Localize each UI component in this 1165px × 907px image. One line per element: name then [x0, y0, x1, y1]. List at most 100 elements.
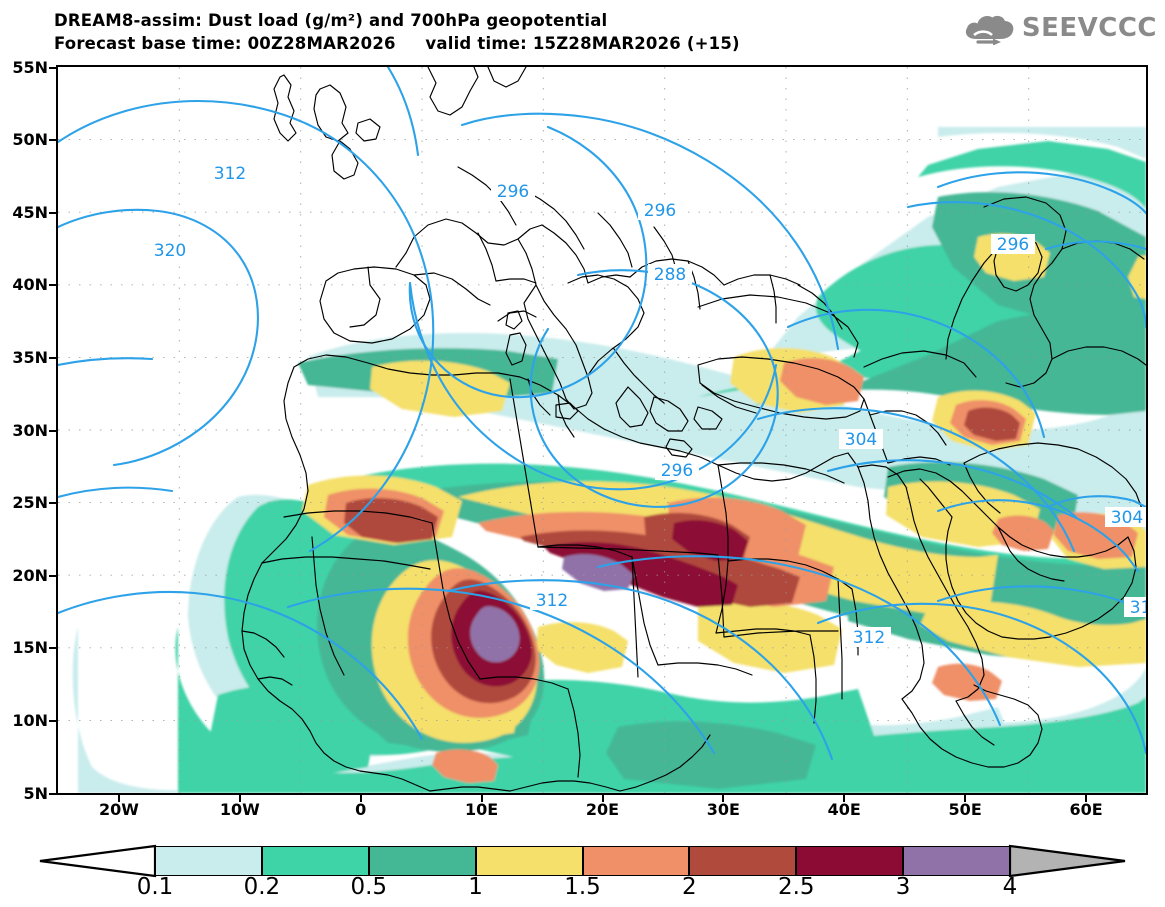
x-axis-tick-label: 20W — [98, 800, 139, 819]
y-axis-tick — [49, 429, 56, 432]
colorbar-tick-label: 0.2 — [243, 874, 281, 900]
map-plot-area[interactable]: 31232029629628829629630304304312312312 — [56, 65, 1148, 795]
contour-label: 312 — [847, 627, 891, 648]
y-axis-tick — [49, 356, 56, 359]
y-axis-tick-label: 45N — [12, 202, 48, 222]
colorbar-over-arrow — [1008, 844, 1126, 878]
y-axis-tick — [49, 574, 56, 577]
contour-label: 304 — [839, 429, 883, 450]
y-axis-tick-label: 55N — [12, 57, 48, 77]
cloud-wind-icon — [965, 15, 1014, 45]
svg-text:304: 304 — [1111, 508, 1143, 528]
chart-header: DREAM8-assim: Dust load (g/m²) and 700hP… — [0, 0, 1165, 62]
colorbar-tick-label: 0.1 — [136, 874, 174, 900]
x-axis-tick — [359, 795, 362, 802]
geopotential-contours — [58, 67, 1146, 761]
colorbar-band[interactable] — [475, 846, 583, 876]
contour-label: 296 — [491, 181, 535, 202]
dust-load-map: 31232029629628829629630304304312312312 — [58, 67, 1146, 793]
contour-label: 320 — [148, 240, 192, 261]
svg-text:288: 288 — [654, 265, 686, 285]
y-axis-tick-label: 40N — [12, 275, 48, 295]
colorbar-band[interactable] — [582, 846, 690, 876]
forecast-time-line: Forecast base time: 00Z28MAR2026 valid t… — [54, 34, 740, 53]
colorbar-band[interactable] — [689, 846, 797, 876]
y-axis-tick — [49, 284, 56, 287]
x-axis-tick-label: 30E — [706, 800, 740, 819]
y-axis-tick-label: 35N — [12, 347, 48, 367]
y-axis-tick — [49, 211, 56, 214]
colorbar-band[interactable] — [796, 846, 904, 876]
colorbar-band[interactable] — [903, 846, 1010, 876]
x-axis-tick-label: 10E — [465, 800, 499, 819]
colorbar-band[interactable] — [368, 846, 476, 876]
x-axis-tick — [238, 795, 241, 802]
x-axis-tick — [1085, 795, 1088, 802]
contour-label: 312 — [1124, 597, 1146, 618]
contour-label: 312 — [208, 163, 252, 184]
wind-arrow-head — [992, 38, 1001, 45]
x-axis-tick-label: 60E — [1069, 800, 1103, 819]
colorbar-tick-labels: 0.1 0.2 0.5 1 1.5 2 2.5 3 4 — [0, 874, 1165, 904]
svg-text:320: 320 — [154, 241, 186, 261]
svg-text:296: 296 — [661, 461, 693, 481]
y-axis-tick — [49, 719, 56, 722]
y-axis-tick-label: 10N — [12, 710, 48, 730]
colorbar-tick-label: 2 — [682, 874, 697, 900]
y-axis-tick-label: 20N — [12, 565, 48, 585]
colorbar-band[interactable] — [261, 846, 369, 876]
colorbar-tick-label: 1.5 — [564, 874, 601, 900]
svg-text:296: 296 — [644, 201, 676, 221]
colorbar-band[interactable] — [155, 846, 262, 876]
contour-label: 312 — [530, 590, 574, 611]
svg-text:304: 304 — [845, 430, 877, 450]
y-axis-tick-label: 30N — [12, 420, 48, 440]
x-axis-tick-label: 50E — [948, 800, 982, 819]
x-axis-tick — [964, 795, 967, 802]
colorbar-tick-label: 4 — [1002, 874, 1018, 900]
y-axis-tick-label: 15N — [12, 638, 48, 658]
svg-text:312: 312 — [853, 628, 885, 648]
contour-label: 296 — [991, 234, 1035, 255]
svg-text:312: 312 — [1130, 598, 1146, 618]
contour-label: 304 — [1105, 507, 1146, 528]
colorbar-under-arrow — [39, 844, 157, 878]
x-axis-tick-label: 20E — [585, 800, 620, 819]
y-axis-tick — [49, 66, 56, 69]
x-axis-tick — [117, 795, 120, 802]
contour-label: 296 — [655, 460, 699, 481]
logo-text: SEEVCCC — [1021, 13, 1157, 43]
x-axis-tick-label: 10W — [219, 800, 260, 819]
colorbar-tick-label: 0.5 — [350, 874, 388, 900]
y-axis-tick — [49, 139, 56, 142]
svg-text:296: 296 — [997, 235, 1029, 255]
contour-label: 288 — [648, 264, 692, 285]
svg-text:296: 296 — [497, 182, 529, 202]
svg-text:312: 312 — [536, 591, 568, 611]
y-axis-tick-label: 5N — [23, 783, 48, 803]
cloud-shape — [965, 15, 1014, 39]
cloud-inner-curve — [973, 30, 993, 37]
colorbar[interactable]: 0.1 0.2 0.5 1 1.5 2 2.5 3 4 — [0, 838, 1165, 907]
y-axis-tick — [49, 792, 56, 795]
colorbar-bands[interactable] — [155, 846, 1010, 876]
seevccc-logo: SEEVCCC — [962, 8, 1157, 48]
x-axis-tick — [843, 795, 846, 802]
colorbar-tick-label: 3 — [895, 874, 911, 900]
svg-text:312: 312 — [214, 164, 246, 184]
x-axis-tick — [601, 795, 604, 802]
y-axis-tick-label: 25N — [12, 493, 48, 513]
colorbar-tick-label: 1 — [468, 874, 483, 900]
contour-label: 296 — [638, 200, 682, 221]
x-axis-tick-label: 0 — [355, 800, 367, 819]
page-title: DREAM8-assim: Dust load (g/m²) and 700hP… — [54, 11, 608, 30]
coastlines-and-borders — [241, 67, 1146, 792]
x-axis-tick — [480, 795, 483, 802]
x-axis-tick-label: 40E — [827, 800, 861, 819]
y-axis-tick-label: 50N — [12, 130, 48, 150]
x-axis-tick — [722, 795, 725, 802]
title-block: DREAM8-assim: Dust load (g/m²) and 700hP… — [54, 9, 740, 55]
colorbar-tick-label: 2.5 — [777, 874, 815, 900]
y-axis-tick — [49, 647, 56, 650]
contour-labels: 31232029629628829629630304304312312312 — [148, 163, 1146, 648]
